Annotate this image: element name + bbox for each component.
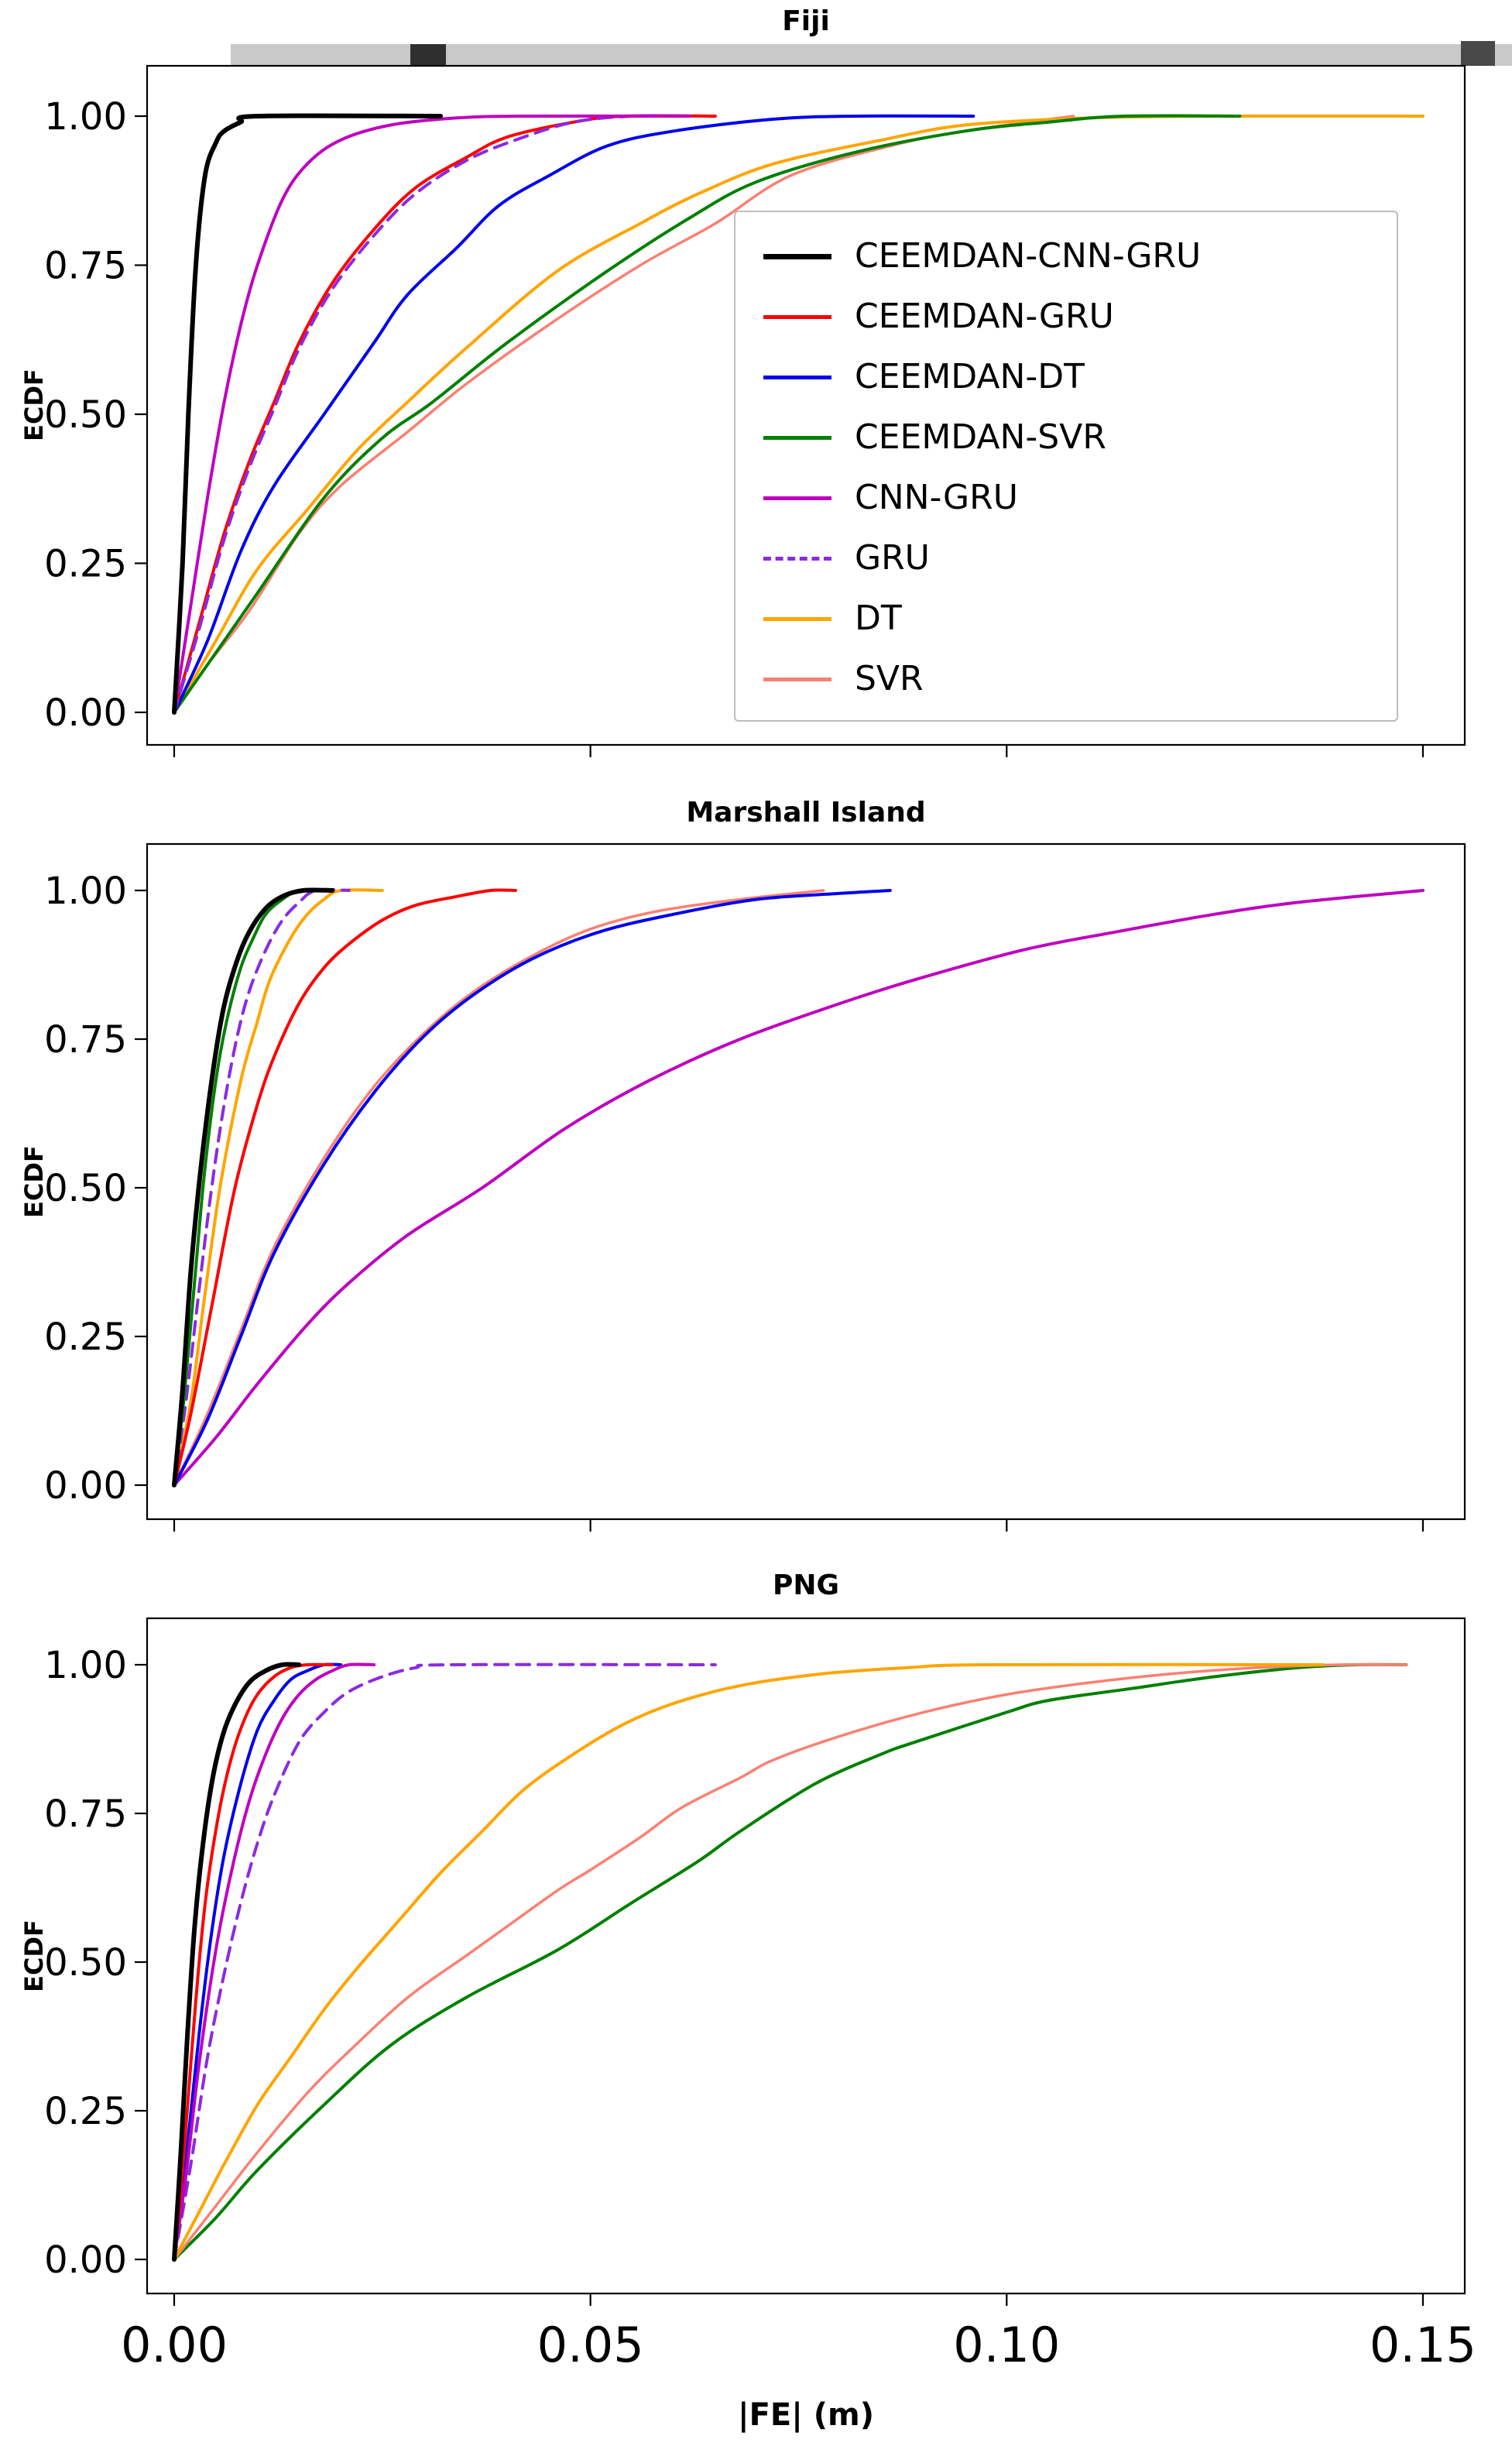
series-line-GRU xyxy=(173,1662,717,2261)
panel-fiji: 0.00 0.25 0.50 0.75 1.00 Fiji ECDF CEEMDAN-C… xyxy=(0,0,1512,774)
series-line-CNN-GRU xyxy=(173,889,1425,1487)
legend-item-label: CEEMDAN-SVR xyxy=(855,417,1106,457)
panel-title-png: PNG xyxy=(772,1570,840,1601)
fiji-chart-canvas: 0.00 0.25 0.50 0.75 1.00 xyxy=(44,64,1466,757)
y-tick-label: 0.25 xyxy=(44,2090,127,2133)
series-line-CEEMDAN-GRU xyxy=(173,1662,334,2261)
series-line-CEEMDAN-SVR xyxy=(173,114,1242,714)
series-line-SVR xyxy=(173,115,1075,714)
legend-item-label: GRU xyxy=(855,538,930,578)
legend-line-sample xyxy=(763,616,831,621)
panel-marshall-island: 0.00 0.25 0.50 0.75 1.00 Marshall Island ECD… xyxy=(0,774,1512,1541)
y-axis-label: ECDF xyxy=(19,1145,49,1218)
legend-item-label: CEEMDAN-CNN-GRU xyxy=(855,236,1202,276)
series-line-CEEMDAN-CNN-GRU xyxy=(172,887,335,1487)
x-tick-label: 0.05 xyxy=(537,2317,644,2373)
legend-line-sample xyxy=(763,435,831,440)
y-tick-label: 0.00 xyxy=(44,1464,127,1508)
series-line-GRU xyxy=(173,887,351,1487)
legend-item-ceemdan-dt: CEEMDAN-DT xyxy=(743,347,1389,407)
legend-line-sample xyxy=(763,314,831,319)
legend-item-svr: SVR xyxy=(743,649,1389,709)
y-tick-label: 0.50 xyxy=(44,1941,127,1985)
y-axis-label: ECDF xyxy=(19,369,49,441)
legend-item-gru: GRU xyxy=(743,528,1389,588)
y-axis-label: ECDF xyxy=(19,1920,49,1992)
series-line-CEEMDAN-CNN-GRU xyxy=(172,1662,302,2262)
y-tick-label: 0.00 xyxy=(44,691,127,735)
series-line-CEEMDAN-DT xyxy=(173,1662,343,2261)
legend-item-ceemdan-gru: CEEMDAN-GRU xyxy=(743,286,1389,347)
x-axis-label: |FE| (m) xyxy=(737,2397,875,2433)
y-tick-label: 1.00 xyxy=(44,1644,127,1687)
y-tick-label: 0.25 xyxy=(44,543,127,586)
legend-item-label: DT xyxy=(855,599,902,638)
legend-item-label: CEEMDAN-GRU xyxy=(855,297,1114,336)
y-tick-label: 0.75 xyxy=(44,1793,127,1836)
x-tick-label: 0.10 xyxy=(953,2317,1060,2373)
series-line-CEEMDAN-DT xyxy=(173,114,975,714)
series-line-CEEMDAN-DT xyxy=(173,889,892,1487)
legend-item-label: SVR xyxy=(855,659,924,698)
axes-frame xyxy=(146,842,1466,1521)
series-line-CEEMDAN-GRU xyxy=(173,114,717,714)
series-line-SVR xyxy=(173,1662,1408,2261)
legend-line-sample xyxy=(763,496,831,500)
series-line-SVR xyxy=(173,889,825,1487)
legend-item-label: CNN-GRU xyxy=(855,478,1018,517)
screenshot-artifact-blob xyxy=(410,44,446,66)
legend-line-sample xyxy=(763,556,831,561)
series-line-DT xyxy=(173,1662,1325,2261)
series-line-CNN-GRU xyxy=(173,114,692,714)
series-line-GRU xyxy=(173,114,692,714)
legend-item-label: CEEMDAN-DT xyxy=(855,357,1085,396)
legend-line-sample xyxy=(763,253,831,259)
axes-frame xyxy=(146,64,1466,746)
panel-title-fiji: Fiji xyxy=(782,5,830,37)
panel-png: 0.00 0.25 0.50 0.75 1.00 0.00 0.05 0.10 0.15 PNG… xyxy=(0,1541,1512,2453)
y-tick-label: 0.75 xyxy=(44,1018,127,1062)
series-line-CNN-GRU xyxy=(173,1662,376,2261)
marshall-island-chart-canvas: 0.00 0.25 0.50 0.75 1.00 xyxy=(44,842,1466,1532)
y-tick-label: 0.50 xyxy=(44,393,127,437)
series-line-CEEMDAN-CNN-GRU xyxy=(172,113,444,715)
legend-item-cnn-gru: CNN-GRU xyxy=(743,468,1389,528)
series-line-CEEMDAN-GRU xyxy=(173,888,517,1487)
series-line-CEEMDAN-SVR xyxy=(173,1662,1408,2261)
png-chart-canvas: 0.00 0.25 0.50 0.75 1.00 0.00 0.05 0.10 0.15 xyxy=(44,1617,1476,2373)
y-tick-label: 0.00 xyxy=(44,2239,127,2282)
series-line-DT xyxy=(173,888,384,1487)
series-line-CEEMDAN-SVR xyxy=(173,888,326,1487)
x-tick-label: 0.15 xyxy=(1370,2317,1476,2373)
legend-line-sample xyxy=(763,677,831,681)
screenshot-artifact-corner xyxy=(1461,41,1495,66)
y-tick-label: 0.75 xyxy=(44,245,127,288)
y-tick-label: 1.00 xyxy=(44,870,127,913)
y-tick-label: 0.50 xyxy=(44,1167,127,1210)
legend-item-dt: DT xyxy=(743,588,1389,649)
legend-item-ceemdan-svr: CEEMDAN-SVR xyxy=(743,407,1389,468)
y-tick-label: 0.25 xyxy=(44,1316,127,1359)
x-tick-label: 0.00 xyxy=(121,2317,228,2373)
y-tick-label: 1.00 xyxy=(44,95,127,139)
legend: CEEMDAN-CNN-GRU CEEMDAN-GRU CEEMDAN-DT CEEM… xyxy=(734,211,1398,722)
legend-item-ceemdan-cnn-gru: CEEMDAN-CNN-GRU xyxy=(743,226,1389,286)
panel-title-marshall-island: Marshall Island xyxy=(686,797,926,829)
axes-frame xyxy=(146,1617,1466,2295)
legend-line-sample xyxy=(763,375,831,379)
